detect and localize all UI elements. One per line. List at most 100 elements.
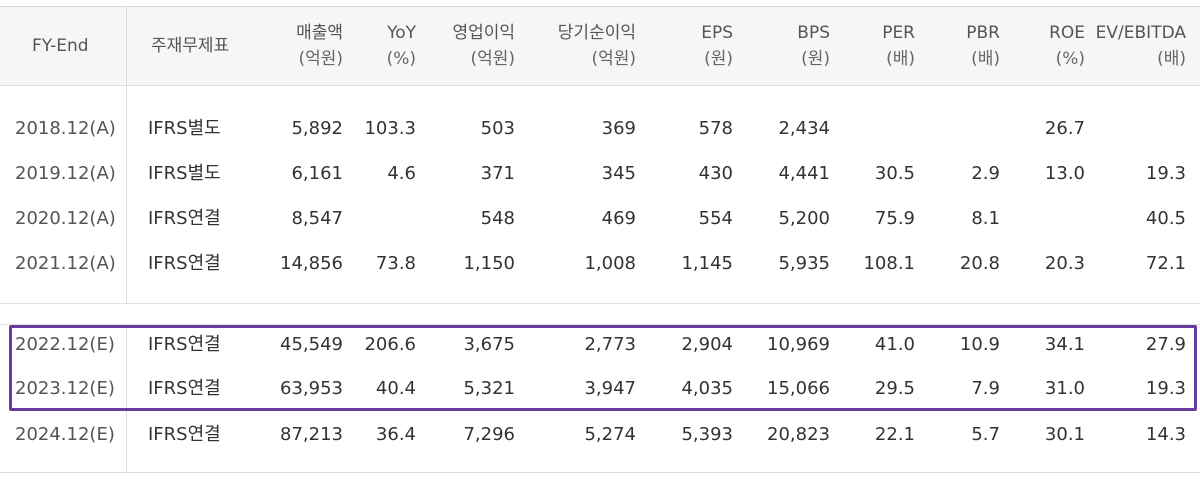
table-header [0, 6, 1200, 86]
cell-sales: 87,213 [280, 424, 343, 445]
header-bps-label: BPS [797, 23, 830, 43]
header-per-unit: (배) [886, 49, 915, 69]
cell-roe: 13.0 [1044, 163, 1085, 184]
cell-op-income: 5,321 [463, 378, 515, 399]
cell-net-income: 3,947 [584, 378, 636, 399]
cell-per: 22.1 [874, 424, 915, 445]
cell-yoy: 40.4 [375, 378, 416, 399]
cell-yoy: 4.6 [387, 163, 416, 184]
header-op-income: 영업이익 (억원) [452, 18, 515, 74]
cell-eps: 578 [698, 118, 733, 139]
cell-sales: 45,549 [280, 334, 343, 355]
cell-accounting: IFRS연결 [148, 334, 221, 355]
cell-roe: 30.1 [1044, 424, 1085, 445]
cell-bps: 4,441 [778, 163, 830, 184]
cell-accounting: IFRS별도 [148, 163, 221, 184]
header-net-income-unit: (억원) [591, 49, 636, 69]
table-row: 2023.12(E) IFRS연결 63,953 40.4 5,321 3,94… [0, 367, 1200, 411]
header-eps-label: EPS [701, 23, 733, 43]
header-sales: 매출액 (억원) [296, 18, 343, 74]
table-row: 2024.12(E) IFRS연결 87,213 36.4 7,296 5,27… [0, 413, 1200, 457]
cell-sales: 5,892 [291, 118, 343, 139]
cell-accounting: IFRS연결 [148, 378, 221, 399]
header-pbr-label: PBR [966, 23, 1000, 43]
cell-fy-end: 2018.12(A) [15, 118, 116, 139]
cell-net-income: 469 [601, 208, 636, 229]
cell-op-income: 1,150 [463, 253, 515, 274]
table-row: 2021.12(A) IFRS연결 14,856 73.8 1,150 1,00… [0, 242, 1200, 286]
header-yoy: YoY (%) [387, 18, 416, 74]
cell-op-income: 503 [480, 118, 515, 139]
header-net-income: 당기순이익 (억원) [558, 18, 636, 74]
header-per: PER (배) [882, 18, 915, 74]
header-eps: EPS (원) [701, 18, 733, 74]
cell-fy-end: 2021.12(A) [15, 253, 116, 274]
cell-eps: 1,145 [681, 253, 733, 274]
cell-sales: 8,547 [291, 208, 343, 229]
cell-roe: 34.1 [1044, 334, 1085, 355]
table-row: 2019.12(A) IFRS별도 6,161 4.6 371 345 430 … [0, 152, 1200, 196]
cell-fy-end: 2022.12(E) [15, 334, 115, 355]
header-net-income-label: 당기순이익 [557, 23, 636, 43]
cell-sales: 6,161 [291, 163, 343, 184]
cell-bps: 5,200 [778, 208, 830, 229]
table-row: 2018.12(A) IFRS별도 5,892 103.3 503 369 57… [0, 107, 1200, 151]
header-bps: BPS (원) [797, 18, 830, 74]
cell-eps: 430 [698, 163, 733, 184]
cell-net-income: 369 [601, 118, 636, 139]
column-divider [126, 6, 127, 473]
cell-bps: 15,066 [767, 378, 830, 399]
cell-roe: 20.3 [1044, 253, 1085, 274]
cell-fy-end: 2020.12(A) [15, 208, 116, 229]
cell-ev-ebitda: 19.3 [1145, 378, 1186, 399]
cell-pbr: 10.9 [959, 334, 1000, 355]
header-per-label: PER [882, 23, 915, 43]
cell-ev-ebitda: 40.5 [1145, 208, 1186, 229]
cell-yoy: 73.8 [375, 253, 416, 274]
cell-pbr: 20.8 [959, 253, 1000, 274]
cell-per: 75.9 [874, 208, 915, 229]
header-sales-label: 매출액 [296, 23, 343, 43]
header-bps-unit: (원) [801, 49, 830, 69]
cell-net-income: 5,274 [584, 424, 636, 445]
header-pbr: PBR (배) [966, 18, 1000, 74]
header-ev-ebitda-label: EV/EBITDA [1095, 23, 1186, 43]
header-yoy-label: YoY [387, 23, 416, 43]
cell-ev-ebitda: 27.9 [1145, 334, 1186, 355]
cell-op-income: 548 [480, 208, 515, 229]
cell-op-income: 371 [480, 163, 515, 184]
cell-net-income: 1,008 [584, 253, 636, 274]
cell-fy-end: 2023.12(E) [15, 378, 115, 399]
cell-roe: 26.7 [1044, 118, 1085, 139]
cell-fy-end: 2019.12(A) [15, 163, 116, 184]
header-ev-ebitda: EV/EBITDA (배) [1096, 18, 1186, 74]
cell-bps: 5,935 [778, 253, 830, 274]
cell-ev-ebitda: 72.1 [1145, 253, 1186, 274]
header-pbr-unit: (배) [971, 49, 1000, 69]
header-accounting-label: 주재무제표 [151, 36, 230, 56]
cell-accounting: IFRS별도 [148, 118, 221, 139]
cell-net-income: 2,773 [584, 334, 636, 355]
table-row: 2022.12(E) IFRS연결 45,549 206.6 3,675 2,7… [0, 323, 1200, 367]
cell-net-income: 345 [601, 163, 636, 184]
cell-eps: 5,393 [681, 424, 733, 445]
cell-eps: 4,035 [681, 378, 733, 399]
cell-yoy: 103.3 [364, 118, 416, 139]
header-ev-ebitda-unit: (배) [1157, 49, 1186, 69]
cell-yoy: 36.4 [375, 424, 416, 445]
cell-fy-end: 2024.12(E) [15, 424, 115, 445]
cell-roe: 31.0 [1044, 378, 1085, 399]
cell-ev-ebitda: 14.3 [1145, 424, 1186, 445]
header-op-income-unit: (억원) [470, 49, 515, 69]
header-roe: ROE (%) [1049, 18, 1085, 74]
cell-ev-ebitda: 19.3 [1145, 163, 1186, 184]
header-accounting: 주재무제표 [151, 18, 229, 74]
cell-accounting: IFRS연결 [148, 253, 221, 274]
cell-pbr: 7.9 [971, 378, 1000, 399]
cell-bps: 10,969 [767, 334, 830, 355]
cell-op-income: 3,675 [463, 334, 515, 355]
header-op-income-label: 영업이익 [452, 23, 515, 43]
header-sales-unit: (억원) [298, 49, 343, 69]
cell-pbr: 5.7 [971, 424, 1000, 445]
